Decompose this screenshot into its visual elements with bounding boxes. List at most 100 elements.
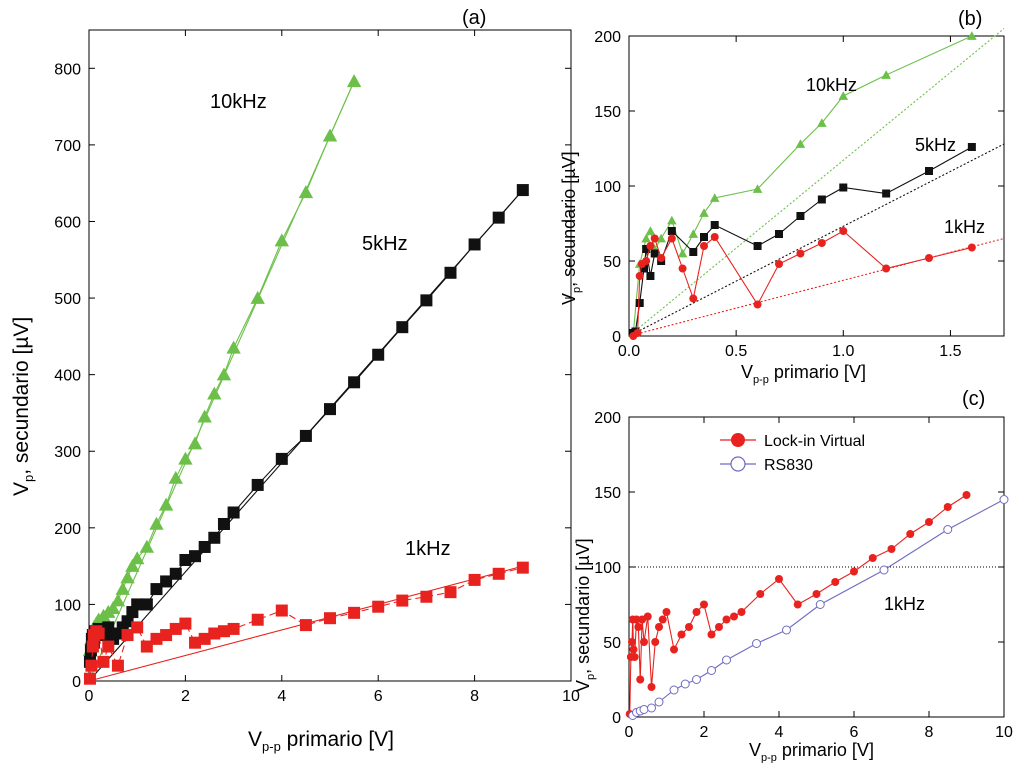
data-point-black <box>227 506 240 519</box>
y-tick-label: 50 <box>603 635 621 652</box>
data-point-black <box>700 233 708 241</box>
data-point-red <box>217 625 230 638</box>
data-point-black <box>160 575 173 588</box>
series-line-green <box>632 35 973 334</box>
data-point-red <box>839 227 848 235</box>
data-point-red <box>689 294 698 303</box>
data-point-red <box>925 254 933 262</box>
data-point-red <box>775 260 783 268</box>
data-point-red <box>643 612 652 621</box>
data-point-blue <box>879 565 889 575</box>
data-point-red <box>906 530 915 538</box>
data-point-black <box>882 189 891 198</box>
data-point-red <box>657 254 666 262</box>
data-point-red <box>700 242 708 250</box>
data-point-red <box>943 503 952 511</box>
data-point-red <box>160 629 173 642</box>
data-point-black <box>640 264 648 273</box>
data-point-green <box>346 74 362 88</box>
panel-b-annotation-10khz: 10kHz <box>806 75 857 95</box>
data-point-red <box>642 257 651 265</box>
panel-b-y-axis-label: Vp, secundario [µV] <box>559 151 583 305</box>
x-tick-label: 1.5 <box>939 343 961 360</box>
data-point-green <box>322 128 338 142</box>
x-tick-label: 2 <box>700 724 709 741</box>
data-point-black <box>140 598 153 611</box>
data-point-black <box>642 245 651 253</box>
data-point-red <box>85 659 98 672</box>
data-point-red <box>692 608 701 616</box>
y-tick-label: 500 <box>54 291 81 308</box>
data-point-green <box>105 601 121 615</box>
data-point-blue <box>999 495 1009 504</box>
data-point-green <box>168 470 183 484</box>
data-point-red <box>633 329 642 337</box>
panel-c-legend: Lock-in Virtual RS830 <box>720 433 865 474</box>
panel-a-series <box>82 74 529 685</box>
x-tick-label: 0.5 <box>725 343 747 360</box>
panel-a-annotation-5khz: 5kHz <box>362 233 408 255</box>
data-point-red <box>925 518 933 526</box>
data-point-red <box>710 233 719 241</box>
data-point-blue <box>647 703 656 713</box>
data-point-red <box>667 234 676 243</box>
panel-a-label: (a) <box>462 7 486 29</box>
x-tick-label: 4 <box>775 724 784 741</box>
data-point-red <box>796 249 805 258</box>
panel-b-fit-lines <box>628 28 1005 337</box>
data-point-red <box>97 655 110 668</box>
data-point-black <box>635 299 644 307</box>
data-point-red <box>420 590 433 603</box>
data-point-red <box>817 239 826 247</box>
data-point-black <box>251 478 264 491</box>
data-point-red <box>227 622 240 635</box>
data-point-black <box>217 517 230 530</box>
data-point-red <box>630 653 639 661</box>
data-point-black <box>839 183 848 192</box>
data-point-green <box>158 497 174 511</box>
data-point-green <box>178 451 193 465</box>
data-point-red <box>492 567 505 580</box>
legend-marker-rs830 <box>730 456 746 472</box>
data-point-black <box>444 266 457 279</box>
data-point-black <box>121 615 134 628</box>
y-tick-label: 0 <box>612 710 621 727</box>
data-point-red <box>516 561 529 574</box>
data-point-red <box>640 638 648 646</box>
data-point-red <box>635 272 644 280</box>
data-point-blue <box>943 525 953 534</box>
data-point-red <box>208 627 221 640</box>
data-point-blue <box>722 655 731 665</box>
data-point-green <box>967 31 977 40</box>
data-point-black <box>169 567 182 580</box>
data-point-red <box>850 567 858 576</box>
data-point-red <box>179 617 192 630</box>
x-tick-label: 1.0 <box>832 343 854 360</box>
data-point-black <box>492 211 505 224</box>
data-point-black <box>689 248 698 256</box>
data-point-black <box>420 294 433 307</box>
legend-label-lock-in-virtual: Lock-in Virtual <box>764 433 865 450</box>
data-point-black <box>275 452 288 465</box>
panel-a-x-axis-label: Vp-p primario [V] <box>248 728 394 754</box>
data-point-green <box>641 233 651 243</box>
series-line-red <box>89 567 523 679</box>
data-point-green <box>187 436 203 450</box>
data-point-blue <box>752 639 761 648</box>
fit-line-black <box>628 143 1005 337</box>
data-point-red <box>348 606 361 619</box>
data-point-blue <box>707 666 716 675</box>
y-tick-label: 300 <box>54 444 81 461</box>
fit-line-red <box>628 237 1005 337</box>
data-point-red <box>189 636 202 649</box>
panel-c-x-axis-label: Vp-p primario [V] <box>749 740 874 763</box>
data-point-blue <box>782 625 791 635</box>
data-point-black <box>516 184 529 197</box>
data-point-black <box>710 221 719 229</box>
data-point-black <box>131 598 144 611</box>
